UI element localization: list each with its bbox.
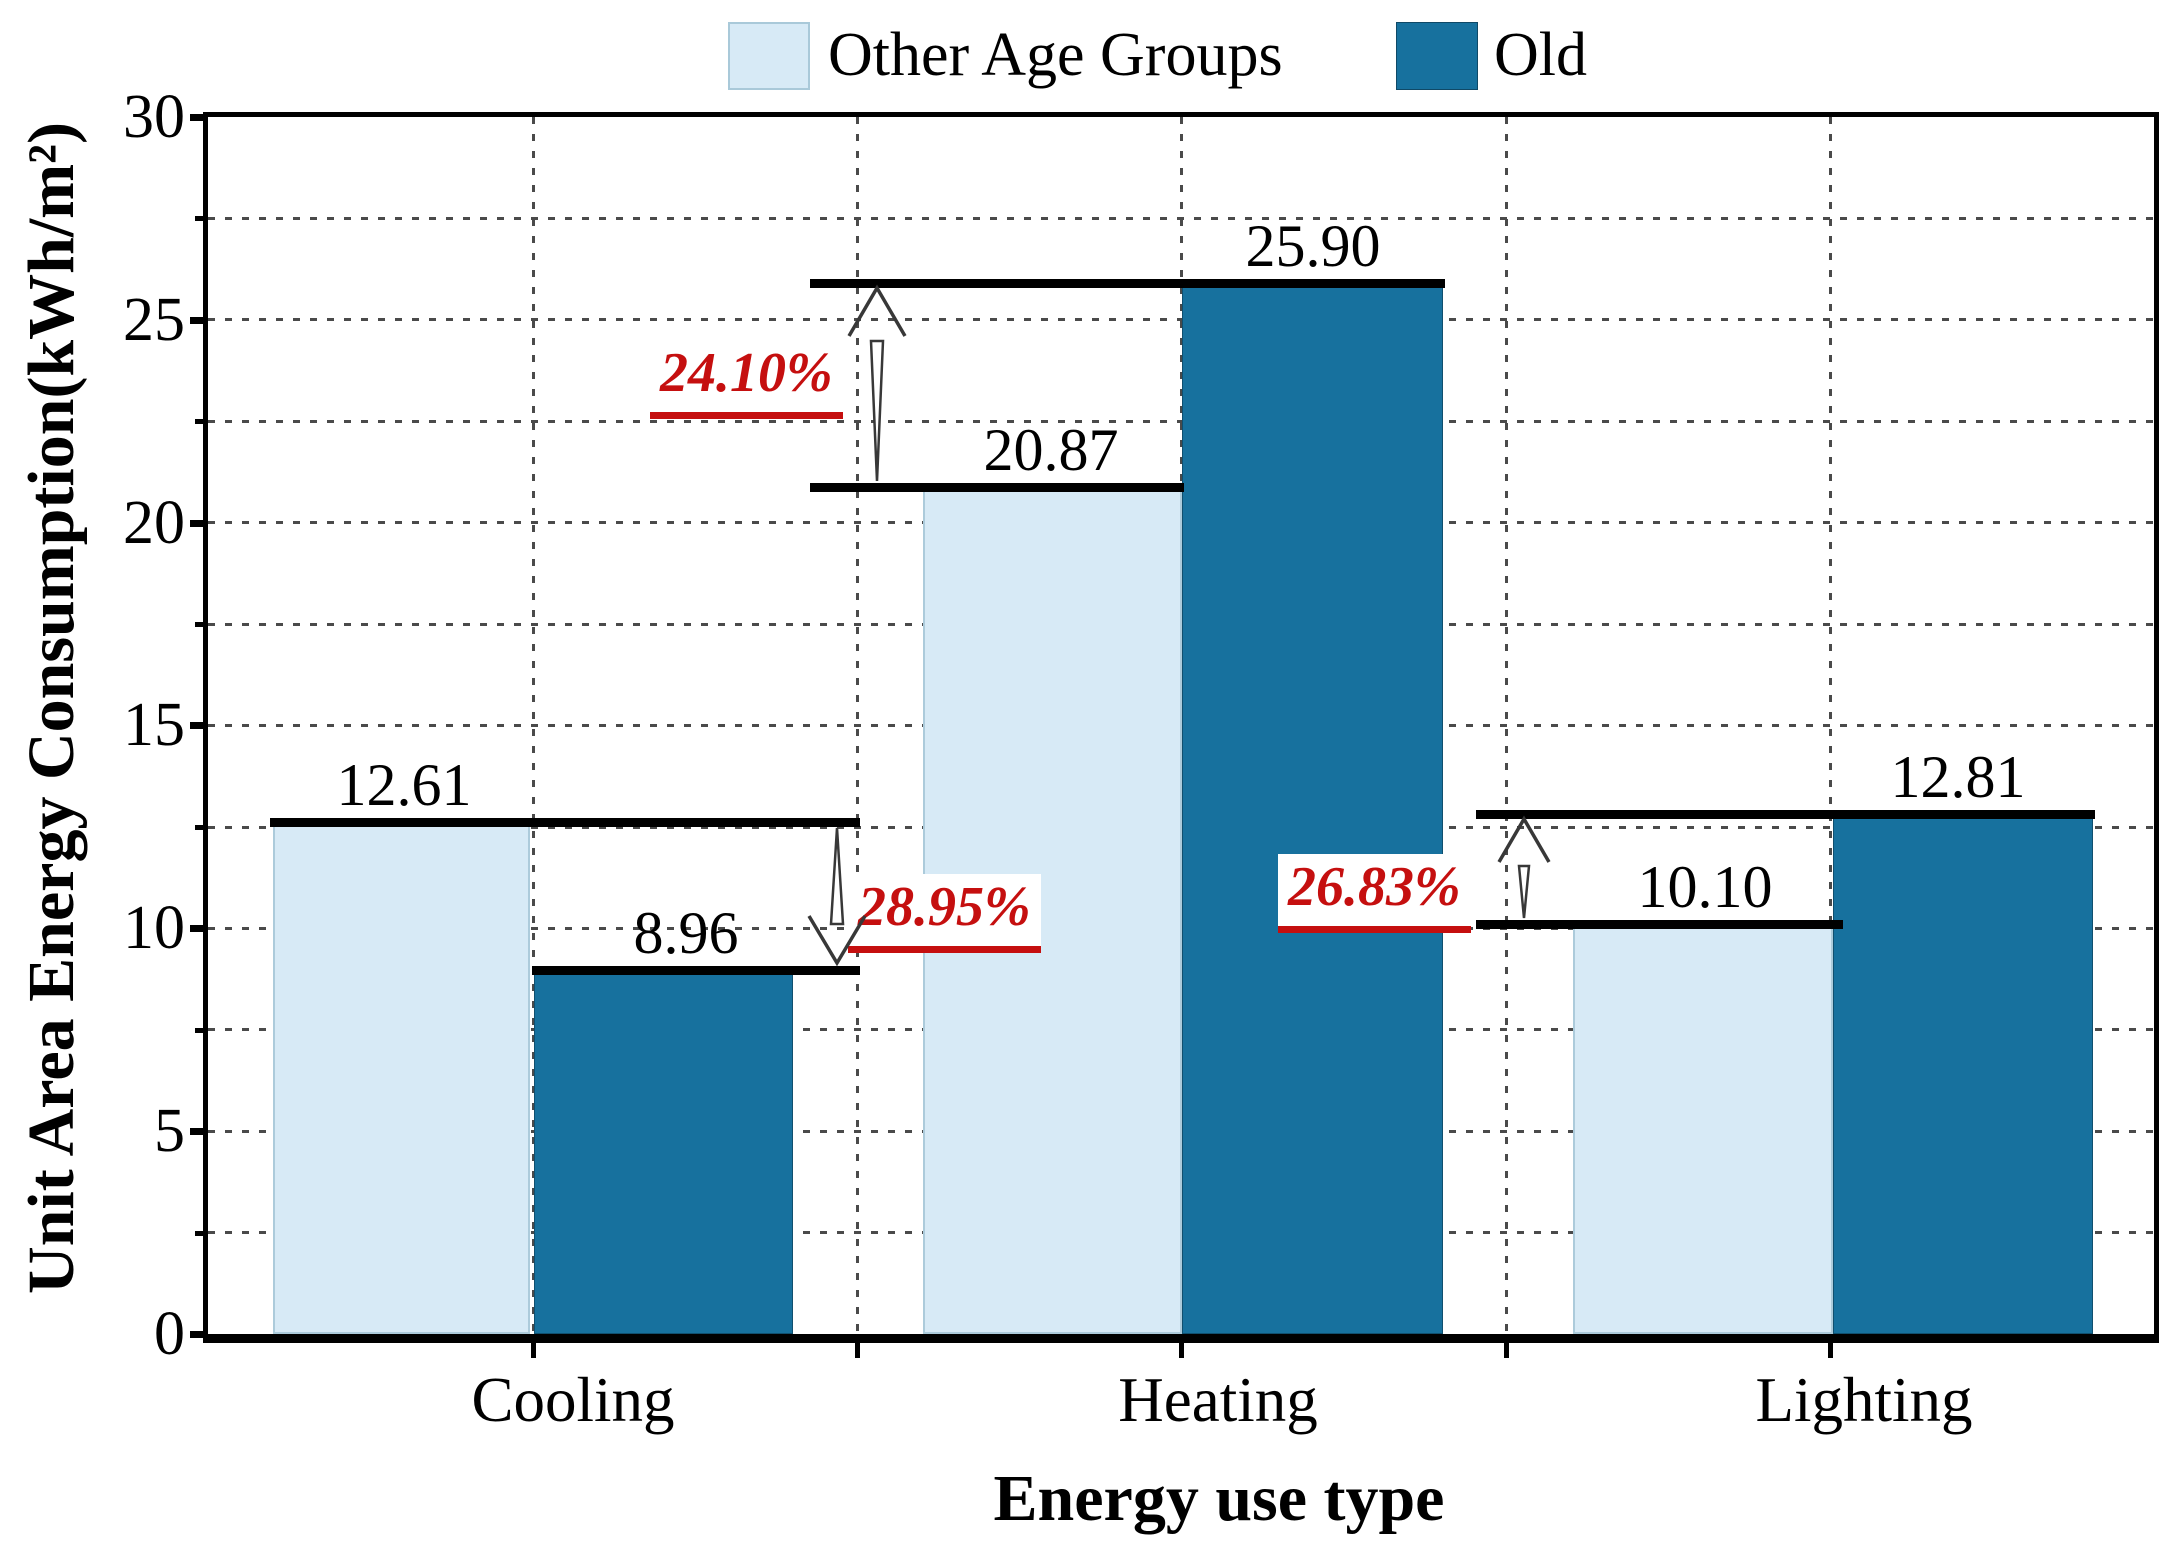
- x-axis-tick-lighting: [1828, 1343, 1833, 1358]
- gridline-v-4: [1505, 117, 1508, 1334]
- gridline-v-2: [856, 117, 859, 1334]
- rule-line-10.10: [1476, 920, 1843, 929]
- y-axis-minortick-12.5: [195, 825, 203, 830]
- y-axis-tick-25: [190, 317, 203, 324]
- percent-label-heating: 24.10%: [650, 340, 843, 419]
- gridline-v-5: [1829, 117, 1832, 1334]
- y-axis-tick-20: [190, 520, 203, 527]
- bar-cooling-old: [534, 970, 793, 1334]
- value-label-lighting-other: 10.10: [1637, 854, 1773, 920]
- category-label-cooling: Cooling: [471, 1365, 675, 1435]
- x-axis-title: Energy use type: [993, 1462, 1445, 1535]
- y-axis-title: Unit Area Energy Consumption(kWh/m²): [15, 122, 88, 1294]
- y-tick-label-5: 5: [154, 1097, 185, 1165]
- category-label-lighting: Lighting: [1755, 1365, 1973, 1435]
- y-tick-label-20: 20: [123, 489, 185, 557]
- y-tick-label-10: 10: [123, 894, 185, 962]
- rule-line-20.87: [810, 483, 1184, 492]
- bar-cooling-other-age-groups: [273, 822, 530, 1334]
- percent-label-lighting: 26.83%: [1278, 854, 1471, 933]
- y-tick-label-0: 0: [154, 1300, 185, 1368]
- legend: Other Age Groups Old: [0, 0, 2182, 110]
- y-axis-minortick-17.5: [195, 622, 203, 627]
- category-label-heating: Heating: [1118, 1365, 1318, 1435]
- y-axis-minortick-22.5: [195, 419, 203, 424]
- x-axis-tick-boundary-1: [855, 1343, 860, 1358]
- y-tick-label-30: 30: [123, 83, 185, 151]
- y-tick-label-15: 15: [123, 691, 185, 759]
- rule-line-8.96: [532, 966, 860, 975]
- gridline-v-1: [532, 117, 535, 1334]
- x-axis-tick-cooling: [531, 1343, 536, 1358]
- y-axis-tick-15: [190, 722, 203, 729]
- y-axis-tick-0: [190, 1331, 203, 1338]
- percent-label-cooling: 28.95%: [848, 874, 1041, 953]
- bar-lighting-other-age-groups: [1573, 924, 1833, 1334]
- legend-label-old: Old: [1494, 21, 1587, 89]
- rule-line-12.81: [1476, 810, 2095, 819]
- y-axis-tick-5: [190, 1128, 203, 1135]
- y-axis-minortick-27.5: [195, 216, 203, 221]
- y-axis-tick-10: [190, 925, 203, 932]
- legend-label-other-age-groups: Other Age Groups: [828, 21, 1283, 89]
- y-axis-minortick-2.5: [195, 1231, 203, 1236]
- y-tick-label-25: 25: [123, 286, 185, 354]
- value-label-heating-old: 25.90: [1245, 213, 1381, 279]
- value-label-cooling-other: 12.61: [336, 752, 472, 818]
- value-label-heating-other: 20.87: [983, 417, 1119, 483]
- y-axis-minortick-7.5: [195, 1028, 203, 1033]
- bar-heating-old: [1182, 283, 1443, 1334]
- bar-lighting-old: [1833, 814, 2093, 1334]
- x-axis-tick-boundary-2: [1504, 1343, 1509, 1358]
- legend-swatch-old: [1396, 22, 1478, 90]
- legend-swatch-other-age-groups: [728, 22, 810, 90]
- rule-line-25.90: [810, 279, 1445, 288]
- rule-line-12.61: [270, 818, 860, 827]
- y-axis-tick-30: [190, 114, 203, 121]
- value-label-cooling-old: 8.96: [633, 900, 739, 966]
- value-label-lighting-old: 12.81: [1890, 744, 2026, 810]
- x-axis-tick-heating: [1179, 1343, 1184, 1358]
